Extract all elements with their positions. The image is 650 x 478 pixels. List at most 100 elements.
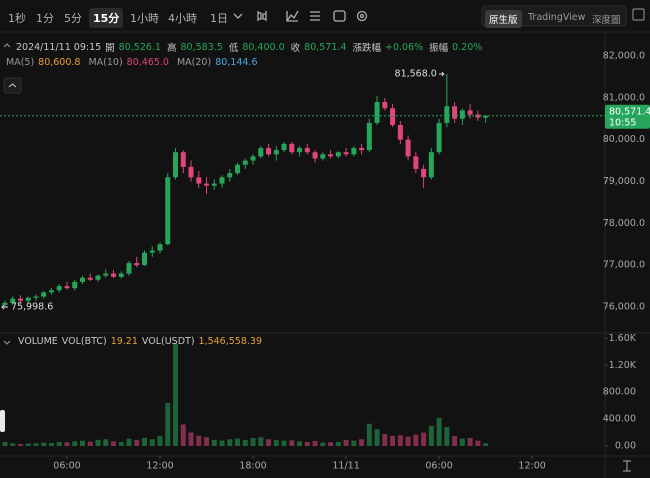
candle-body [335, 152, 341, 157]
candle-body [180, 152, 186, 167]
candle-body [328, 154, 334, 157]
volume-bar [483, 443, 489, 446]
y-tick-label: 77,000.0 [603, 260, 645, 271]
interval-button[interactable]: 4小時 [168, 12, 197, 25]
layout-icon[interactable] [333, 10, 346, 22]
ma-label: MA(20) [176, 57, 212, 68]
ohlc-legend: 2024/11/11 09:15 開 80,526.1 高 80,583.5 低 80,40… [16, 40, 484, 55]
candle-body [118, 273, 124, 277]
candle-body [374, 102, 380, 123]
candle-body [258, 148, 264, 157]
volume-bar [103, 439, 109, 446]
cursor-icon[interactable] [623, 460, 631, 472]
interval-button[interactable]: 1小時 [130, 12, 159, 25]
volume-label: VOL(BTC) [61, 336, 107, 347]
volume-bar [72, 441, 78, 446]
candle-type-icon[interactable] [257, 11, 267, 21]
volume-bar [180, 424, 186, 446]
candle-body [227, 173, 233, 178]
candle-body [281, 143, 287, 151]
candle-body [41, 292, 47, 297]
volume-bar [142, 437, 148, 446]
volume-bar [359, 439, 365, 446]
y2-tick-label: 0.00 [615, 441, 636, 452]
volume-bar [242, 439, 248, 446]
indicator-icon[interactable] [286, 10, 299, 22]
legend-value: 80,526.1 [118, 41, 161, 53]
y-tick-label: 82,000.0 [603, 50, 645, 61]
candle-body [266, 148, 272, 155]
volume-bar [149, 439, 155, 446]
view-tab[interactable]: 深度圖 [592, 15, 621, 26]
candle-body [235, 164, 241, 174]
candle-body [297, 148, 303, 153]
volume-bar [196, 435, 202, 446]
candle-body [72, 281, 78, 289]
volume-bar [366, 423, 372, 446]
candle-body [2, 302, 8, 305]
toolbar-icons[interactable] [233, 10, 368, 22]
volume-bar [390, 435, 396, 446]
low-label: 75,998.6 [11, 302, 53, 313]
list-icon[interactable] [310, 11, 320, 21]
volume-bar [56, 441, 62, 446]
volume-bar [467, 437, 473, 446]
candle-body [33, 296, 39, 298]
volume-bar [250, 437, 256, 446]
y2-tick-label: 800.00 [603, 387, 636, 398]
legend-collapse-icon[interactable] [3, 43, 11, 48]
interval-button[interactable]: 5分 [64, 12, 82, 25]
volume-bar [312, 440, 318, 446]
y2-tick-label: 400.00 [603, 414, 636, 425]
interval-button[interactable]: 1秒 [8, 12, 26, 25]
x-tick-label: 12:00 [146, 461, 173, 472]
candle-body [87, 277, 93, 280]
candle-body [219, 177, 225, 184]
interval-button[interactable]: 1日 [210, 12, 228, 25]
legend-value: 0.20% [452, 41, 483, 53]
legend-label: 開 [105, 43, 115, 54]
candle-body [17, 298, 23, 301]
candle-body [250, 156, 256, 161]
volume-collapse-icon[interactable] [3, 340, 11, 345]
volume-bar [266, 439, 272, 446]
side-tab[interactable] [0, 410, 5, 432]
fullscreen-icon[interactable] [632, 8, 645, 21]
volume-bar [374, 429, 380, 446]
candle-body [459, 110, 465, 119]
volume-bar [157, 435, 163, 446]
volume-bar [273, 439, 279, 446]
candle-body [103, 273, 109, 276]
volume-bar [17, 443, 23, 446]
view-tab[interactable]: TradingView [528, 12, 586, 23]
last-price-box [605, 104, 650, 129]
x-tick-label: 06:00 [53, 461, 80, 472]
collapse-arrow[interactable] [8, 83, 17, 88]
candle-body [110, 273, 116, 277]
candle-body [149, 250, 155, 253]
collapse-button[interactable] [3, 77, 22, 94]
volume-bar [444, 427, 450, 446]
interval-button[interactable]: 1分 [36, 12, 54, 25]
candle-body [366, 122, 372, 151]
volume-bar [173, 343, 179, 446]
candle-body [436, 122, 442, 153]
x-tick-label: 06:00 [425, 461, 452, 472]
view-tab[interactable]: 原生版 [485, 10, 522, 28]
interval-button[interactable]: 15分 [89, 8, 124, 28]
candle-body [142, 252, 148, 266]
more-intervals[interactable] [233, 13, 243, 19]
candle-body [134, 263, 140, 266]
volume-bar [452, 435, 458, 446]
settings-icon[interactable] [356, 10, 368, 22]
volume-bar [397, 435, 403, 446]
volume-bar [297, 441, 303, 446]
volume-bar [2, 441, 8, 446]
candle-body [173, 152, 179, 178]
ma-value: 80,144.6 [215, 57, 258, 68]
candle-body [211, 183, 217, 186]
candle-body [397, 125, 403, 140]
volume-bar [436, 417, 442, 446]
settings-icon-center[interactable] [359, 13, 365, 19]
